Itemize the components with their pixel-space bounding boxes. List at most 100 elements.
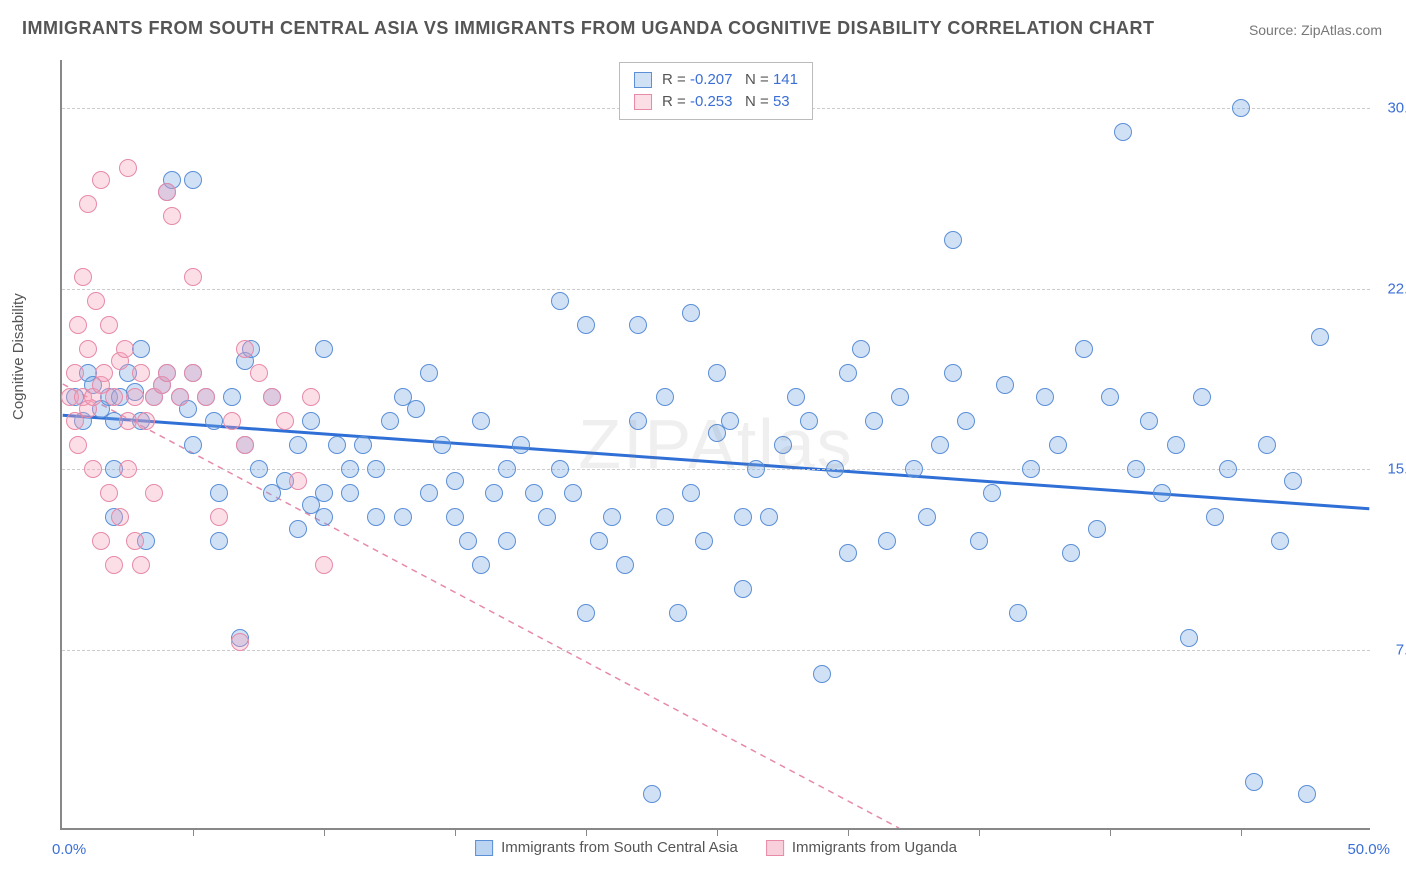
data-point (289, 472, 307, 490)
data-point (210, 532, 228, 550)
data-point (891, 388, 909, 406)
source-value: ZipAtlas.com (1301, 22, 1382, 38)
data-point (236, 436, 254, 454)
data-point (95, 364, 113, 382)
x-tick (324, 828, 325, 836)
data-point (1062, 544, 1080, 562)
data-point (184, 171, 202, 189)
data-point (577, 604, 595, 622)
data-point (852, 340, 870, 358)
data-point (1219, 460, 1237, 478)
data-point (1311, 328, 1329, 346)
data-point (629, 316, 647, 334)
data-point (210, 484, 228, 502)
x-tick (1241, 828, 1242, 836)
data-point (800, 412, 818, 430)
data-point (158, 364, 176, 382)
data-point (1258, 436, 1276, 454)
data-point (996, 376, 1014, 394)
data-point (446, 472, 464, 490)
data-point (210, 508, 228, 526)
data-point (1167, 436, 1185, 454)
data-point (1271, 532, 1289, 550)
series-legend-label: Immigrants from Uganda (792, 839, 957, 856)
data-point (197, 388, 215, 406)
x-tick (1110, 828, 1111, 836)
chart-title: IMMIGRANTS FROM SOUTH CENTRAL ASIA VS IM… (22, 18, 1154, 39)
data-point (695, 532, 713, 550)
data-point (100, 484, 118, 502)
source-label: Source: (1249, 22, 1297, 38)
data-point (315, 508, 333, 526)
data-point (1022, 460, 1040, 478)
data-point (918, 508, 936, 526)
data-point (354, 436, 372, 454)
legend-swatch (475, 840, 493, 856)
series-legend-item: Immigrants from Uganda (766, 839, 957, 856)
data-point (119, 460, 137, 478)
data-point (931, 436, 949, 454)
data-point (564, 484, 582, 502)
x-axis-end-label: 50.0% (1347, 841, 1390, 858)
x-tick (193, 828, 194, 836)
data-point (459, 532, 477, 550)
data-point (315, 340, 333, 358)
data-point (1232, 99, 1250, 117)
data-point (656, 388, 674, 406)
data-point (236, 340, 254, 358)
data-point (119, 412, 137, 430)
data-point (498, 532, 516, 550)
data-point (223, 412, 241, 430)
data-point (315, 556, 333, 574)
data-point (682, 484, 700, 502)
y-tick-label: 22.5% (1375, 280, 1406, 297)
data-point (629, 412, 647, 430)
data-point (92, 532, 110, 550)
data-point (69, 316, 87, 334)
data-point (341, 460, 359, 478)
data-point (944, 231, 962, 249)
data-point (760, 508, 778, 526)
data-point (472, 412, 490, 430)
data-point (276, 412, 294, 430)
data-point (1101, 388, 1119, 406)
y-tick-label: 30.0% (1375, 100, 1406, 117)
data-point (1206, 508, 1224, 526)
data-point (839, 364, 857, 382)
data-point (367, 460, 385, 478)
x-tick (586, 828, 587, 836)
data-point (69, 436, 87, 454)
correlation-legend: R = -0.207 N = 141R = -0.253 N = 53 (619, 62, 813, 120)
y-tick-label: 15.0% (1375, 461, 1406, 478)
data-point (302, 412, 320, 430)
data-point (1088, 520, 1106, 538)
series-legend: Immigrants from South Central AsiaImmigr… (475, 839, 957, 856)
data-point (734, 580, 752, 598)
data-point (158, 183, 176, 201)
data-point (538, 508, 556, 526)
data-point (126, 532, 144, 550)
x-tick (455, 828, 456, 836)
correlation-legend-row: R = -0.253 N = 53 (634, 91, 798, 113)
data-point (590, 532, 608, 550)
data-point (250, 460, 268, 478)
data-point (485, 484, 503, 502)
legend-swatch (634, 94, 652, 110)
data-point (1140, 412, 1158, 430)
data-point (184, 364, 202, 382)
data-point (616, 556, 634, 574)
data-point (341, 484, 359, 502)
data-point (163, 207, 181, 225)
data-point (394, 508, 412, 526)
data-point (205, 412, 223, 430)
data-point (74, 268, 92, 286)
data-point (302, 388, 320, 406)
data-point (512, 436, 530, 454)
data-point (92, 171, 110, 189)
data-point (656, 508, 674, 526)
data-point (957, 412, 975, 430)
data-point (525, 484, 543, 502)
source-attribution: Source: ZipAtlas.com (1249, 22, 1382, 38)
data-point (84, 460, 102, 478)
data-point (878, 532, 896, 550)
